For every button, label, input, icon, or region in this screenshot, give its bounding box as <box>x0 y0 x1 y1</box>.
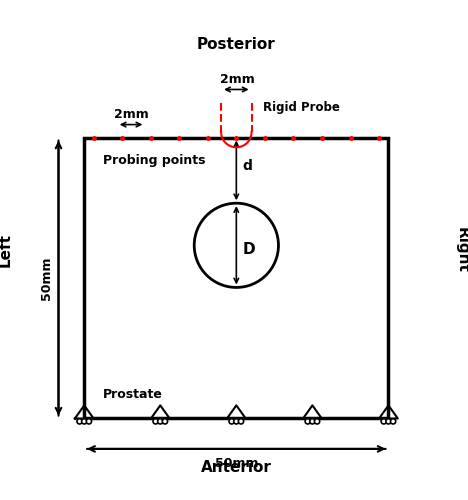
Circle shape <box>305 418 310 424</box>
Circle shape <box>229 418 234 424</box>
Circle shape <box>158 418 163 424</box>
Text: Probing points: Probing points <box>103 154 205 167</box>
Text: Left: Left <box>0 233 13 267</box>
Text: Right: Right <box>455 227 468 273</box>
Bar <box>84 138 388 418</box>
Text: Anterior: Anterior <box>201 460 272 474</box>
Circle shape <box>381 418 387 424</box>
Text: 2mm: 2mm <box>114 108 148 121</box>
Circle shape <box>314 418 320 424</box>
Circle shape <box>77 418 82 424</box>
Text: D: D <box>242 242 255 258</box>
Circle shape <box>238 418 244 424</box>
Text: Prostate: Prostate <box>103 388 163 401</box>
Circle shape <box>86 418 92 424</box>
Text: d: d <box>242 159 252 173</box>
Circle shape <box>81 418 87 424</box>
Text: Posterior: Posterior <box>197 37 276 52</box>
Circle shape <box>386 418 391 424</box>
Circle shape <box>162 418 168 424</box>
Circle shape <box>153 418 158 424</box>
Text: 50mm: 50mm <box>40 256 53 300</box>
Text: 50mm: 50mm <box>215 458 258 470</box>
Circle shape <box>390 418 396 424</box>
Circle shape <box>310 418 315 424</box>
Circle shape <box>234 418 239 424</box>
Text: 2mm: 2mm <box>220 72 255 86</box>
Text: Rigid Probe: Rigid Probe <box>263 101 340 114</box>
